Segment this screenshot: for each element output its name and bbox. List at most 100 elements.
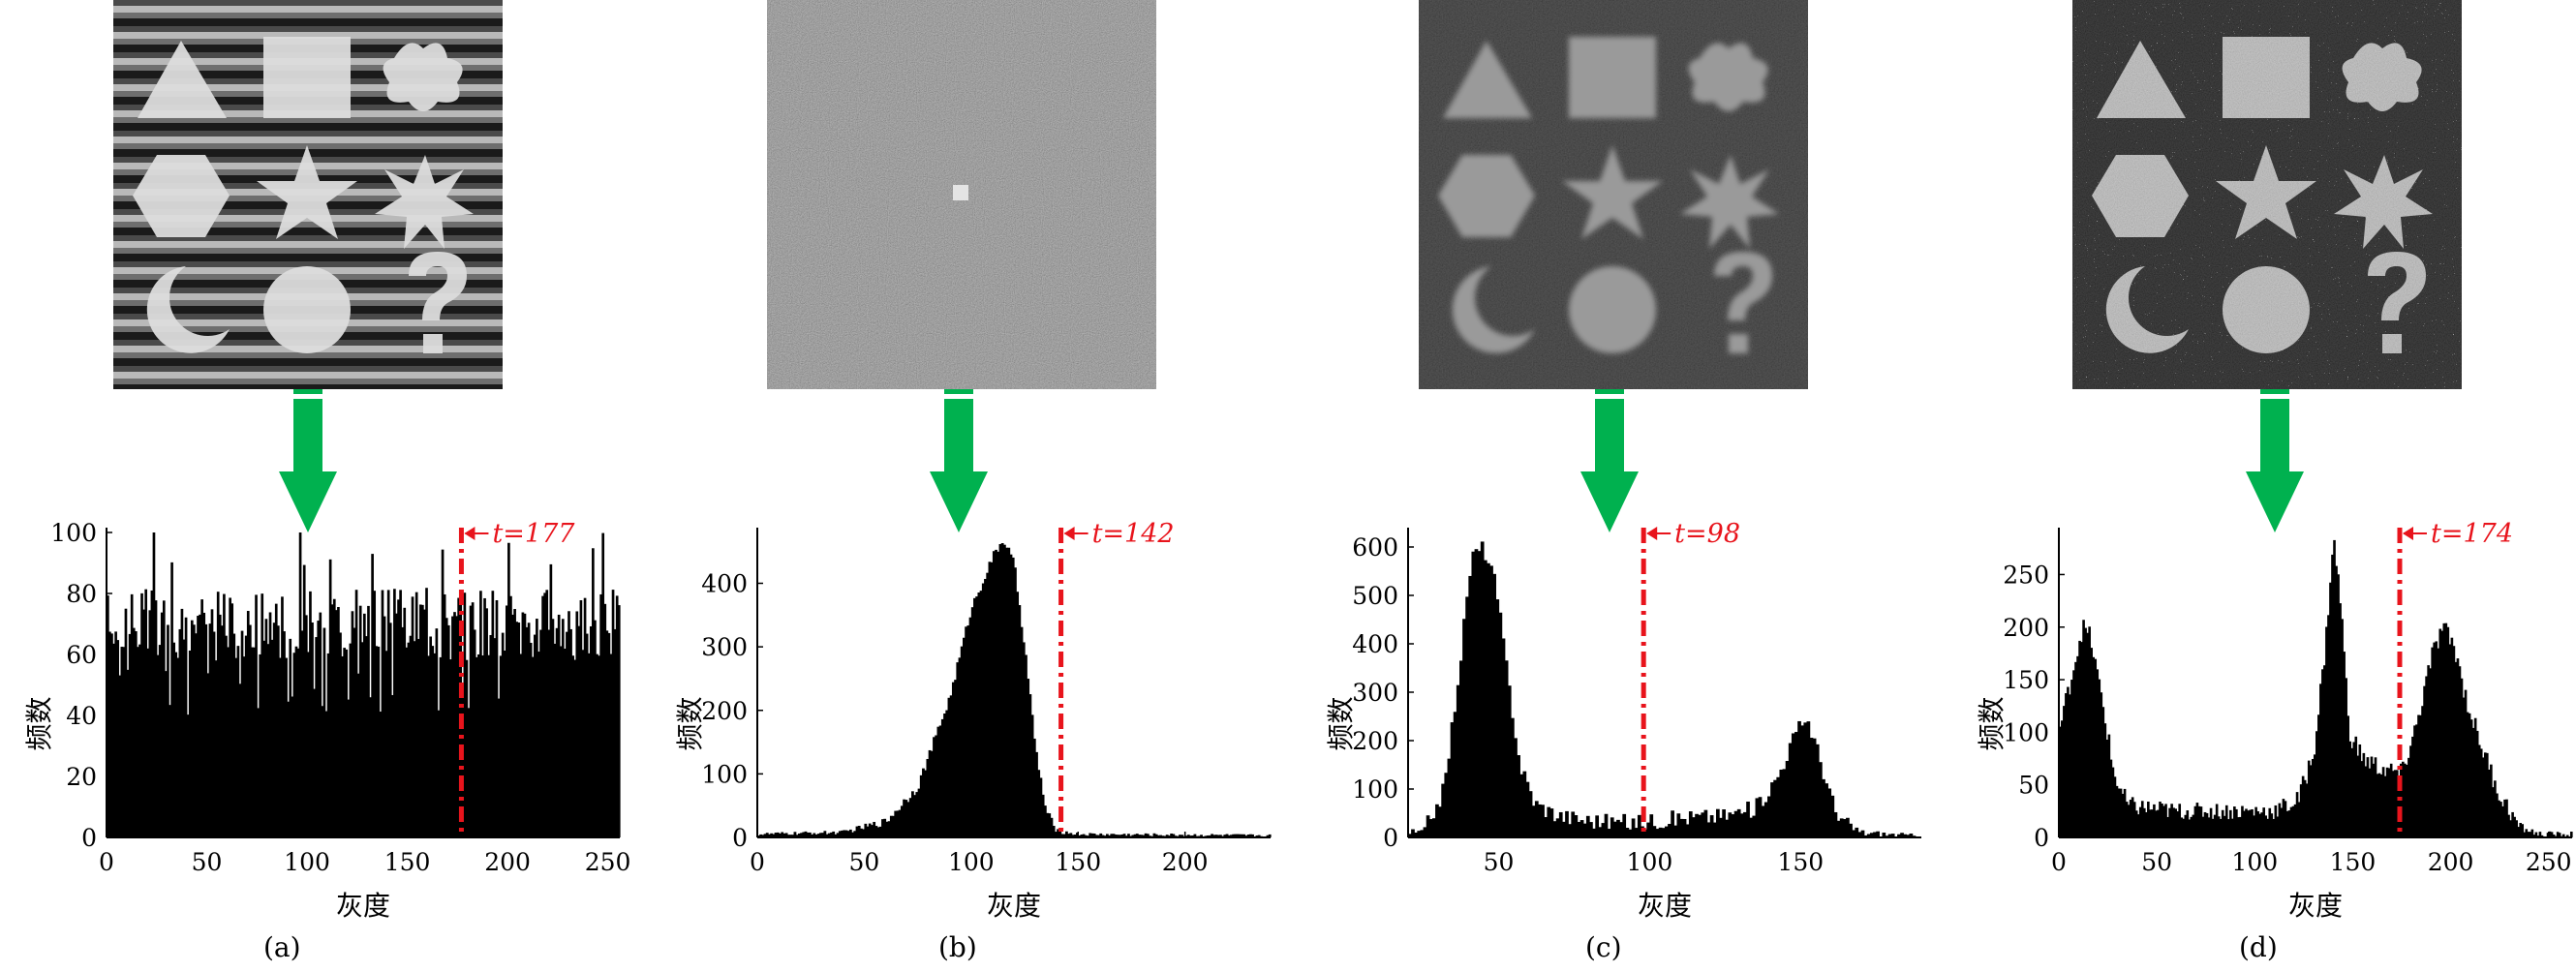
histogram-bar (871, 825, 874, 837)
histogram-bar (1052, 826, 1056, 837)
histogram-bar (461, 688, 465, 837)
histogram-bar (1030, 714, 1034, 837)
histogram-bar (2442, 623, 2446, 837)
histogram-bar (1688, 811, 1693, 837)
histogram-bar (457, 597, 460, 837)
histogram-bar (2462, 697, 2466, 837)
histogram-bar (2448, 644, 2452, 837)
histogram-bar (1641, 826, 1644, 837)
histogram-bar (2211, 818, 2215, 837)
histogram-bar (1585, 815, 1590, 837)
histogram-bar (515, 622, 519, 837)
histogram-bar (148, 610, 152, 837)
histogram-bar (2548, 831, 2552, 837)
histogram-bar (240, 630, 244, 837)
histogram-bar (2343, 652, 2346, 837)
histogram-bar (1131, 835, 1135, 837)
histogram-bar (889, 815, 893, 837)
histogram-bar (266, 644, 270, 837)
histogram-bar (984, 578, 987, 837)
histogram-bar (2082, 620, 2085, 837)
y-tick-label: 200 (701, 697, 748, 725)
histogram-bar (566, 631, 568, 837)
histogram-bar (1900, 833, 1904, 837)
histogram-bar (162, 600, 166, 837)
histogram-bar (1646, 822, 1651, 837)
histogram-bar (1658, 827, 1663, 837)
histogram-bar (1809, 738, 1814, 837)
histogram-bar (214, 660, 218, 837)
histogram-bar (2511, 811, 2514, 837)
noise-square-image (767, 0, 1156, 389)
histogram-bar (446, 624, 450, 837)
histogram-bar (846, 831, 850, 837)
histogram-bar (2362, 752, 2366, 837)
histogram-bar (549, 563, 553, 837)
histogram-bar (279, 657, 282, 837)
histogram-bar (1060, 834, 1064, 837)
histogram-bar (1028, 694, 1032, 837)
histogram-bar (2372, 763, 2376, 837)
histogram-bar (2107, 734, 2111, 837)
histogram-bar (611, 590, 615, 837)
histogram-bar (545, 590, 549, 837)
histogram-bar (1465, 596, 1469, 837)
histogram-bar (349, 643, 353, 837)
histogram-bar (843, 830, 846, 837)
histogram-bar (2469, 719, 2473, 837)
histogram-bar (1822, 778, 1825, 837)
histogram-bar (1084, 835, 1088, 837)
histogram-bar (373, 591, 377, 837)
histogram-bar (1027, 679, 1030, 837)
histogram-bar (2550, 832, 2554, 837)
histogram-bar (1517, 755, 1520, 837)
histogram-bar (2556, 832, 2560, 837)
histogram-bar (1268, 834, 1272, 837)
histogram-bar (2069, 694, 2071, 837)
histogram-bar (1067, 834, 1071, 837)
panel-a: 0 20 40 60 80 100 0 50 100 150 200 250 灰度 频数 t=177 (a) (0, 0, 644, 972)
histogram-bar (1007, 547, 1011, 837)
image-thumbnail-a (113, 0, 503, 389)
histogram-bar (2379, 774, 2383, 837)
y-tick-label: 600 (1352, 533, 1398, 562)
histogram-bar (2413, 725, 2416, 837)
histogram-bar (441, 549, 445, 837)
histogram-bar (1014, 567, 1017, 837)
histogram-bar (956, 662, 960, 837)
histogram-bar (615, 595, 619, 837)
histogram-bar (868, 823, 872, 837)
histogram-bar (375, 646, 379, 837)
histogram-bar (876, 827, 880, 837)
histogram-bar (2215, 804, 2219, 837)
histogram-bar (1447, 758, 1452, 837)
histogram-bar (2433, 642, 2436, 837)
histogram-bar (230, 603, 234, 837)
histogram-bar (1211, 834, 1213, 837)
histogram-bar (2532, 835, 2536, 837)
histogram-bar (1909, 833, 1914, 837)
histogram-bar (1716, 808, 1720, 837)
histogram-bar (2523, 832, 2527, 837)
histogram-bar (2195, 803, 2199, 837)
histogram-bar (529, 642, 533, 837)
histogram-bar (2335, 565, 2338, 837)
histogram-bar (1692, 817, 1696, 837)
histogram-bar (2454, 661, 2458, 837)
histogram-bar (120, 647, 124, 837)
histogram-bar (1604, 813, 1609, 837)
x-tick-label: 0 (750, 848, 765, 876)
histogram-bar (1257, 835, 1261, 837)
histogram-bar (2224, 805, 2228, 837)
histogram-bar (1607, 829, 1611, 837)
histogram-bar (1266, 835, 1270, 837)
histogram-bar (1819, 762, 1823, 837)
histogram-bar (2149, 809, 2152, 837)
histogram-bar (768, 834, 771, 837)
histogram-bar (881, 819, 884, 837)
histogram-bar (1855, 827, 1859, 837)
histogram-bar (517, 623, 521, 837)
histogram-bar (2435, 641, 2438, 837)
histogram-bar (1018, 605, 1022, 837)
histogram-bar (291, 696, 294, 837)
